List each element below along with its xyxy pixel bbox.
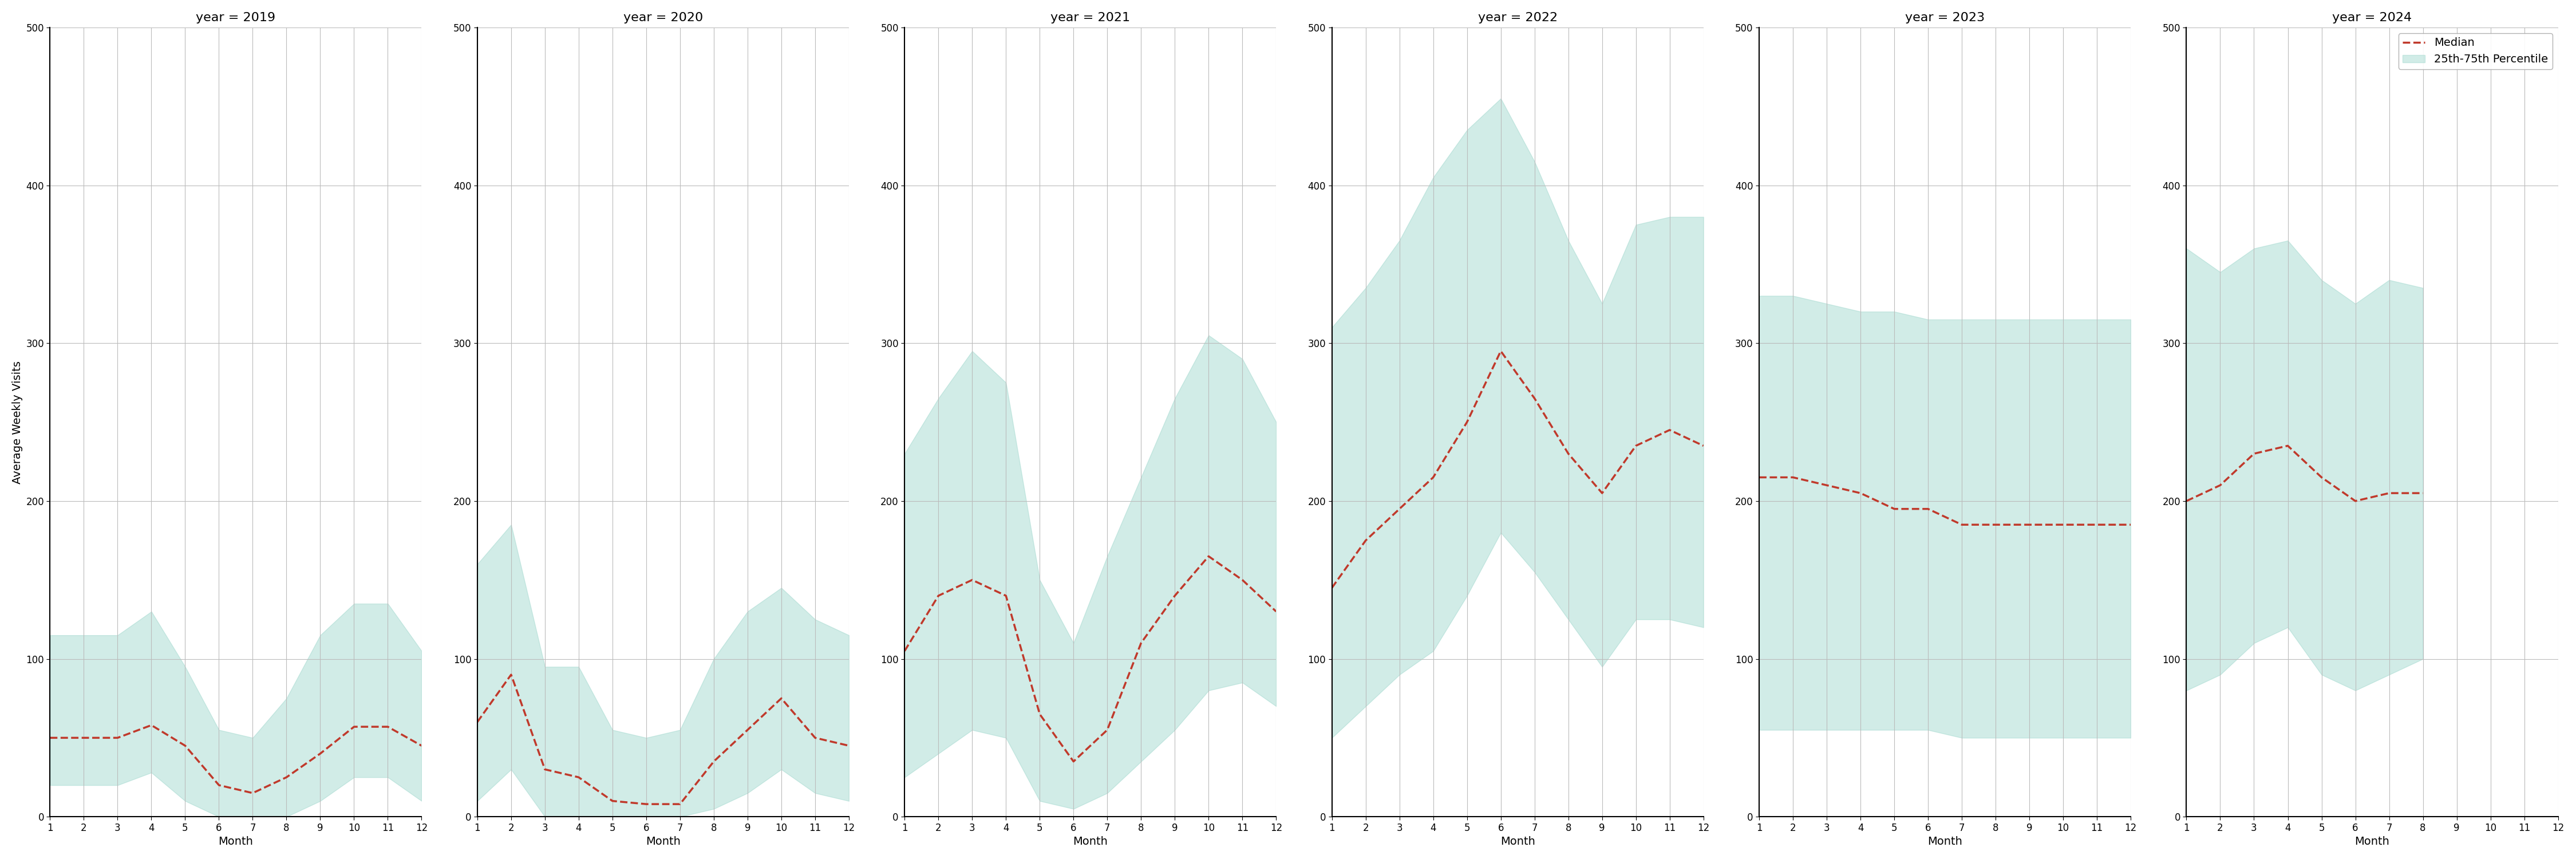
Median <box>1811 480 1842 490</box>
Y-axis label: Average Weekly Visits: Average Weekly Visits <box>13 361 23 484</box>
Median <box>631 799 662 809</box>
Median <box>2306 472 2336 483</box>
X-axis label: Month: Month <box>1499 836 1535 847</box>
Median <box>1587 488 1618 498</box>
Median <box>1981 520 2012 530</box>
Median <box>270 772 301 783</box>
X-axis label: Month: Month <box>647 836 680 847</box>
X-axis label: Month: Month <box>219 836 252 847</box>
Median <box>204 780 234 790</box>
Legend: Median, 25th-75th Percentile: Median, 25th-75th Percentile <box>2398 33 2553 70</box>
Median <box>2372 488 2403 498</box>
Median <box>1450 417 1481 427</box>
Median <box>2172 496 2202 506</box>
Line: Median: Median <box>2187 446 2424 501</box>
Median <box>1911 503 1942 514</box>
Median <box>1316 582 1347 593</box>
Median <box>337 722 368 732</box>
Median <box>1777 472 1808 483</box>
Median <box>1193 551 1224 562</box>
Line: Median: Median <box>49 725 422 793</box>
Median <box>2205 480 2236 490</box>
Median <box>1025 709 1056 719</box>
Title: year = 2020: year = 2020 <box>623 12 703 23</box>
Median <box>1687 441 1718 451</box>
Median <box>1159 591 1190 601</box>
Median <box>33 733 64 743</box>
Median <box>956 575 987 585</box>
Median <box>1383 503 1414 514</box>
Title: year = 2019: year = 2019 <box>196 12 276 23</box>
Median <box>461 717 492 728</box>
Median <box>2014 520 2045 530</box>
Median <box>835 740 866 751</box>
Line: Median: Median <box>1759 478 2130 525</box>
Title: year = 2021: year = 2021 <box>1051 12 1131 23</box>
Median <box>1520 393 1551 404</box>
Line: Median: Median <box>904 557 1275 761</box>
Median <box>70 733 100 743</box>
Median <box>1486 346 1517 356</box>
Median <box>665 799 696 809</box>
Median <box>564 772 595 783</box>
X-axis label: Month: Month <box>1074 836 1108 847</box>
Median <box>137 720 167 730</box>
Median <box>732 725 762 735</box>
Median <box>1654 425 1685 436</box>
Median <box>1878 503 1909 514</box>
Median <box>1947 520 1978 530</box>
Median <box>2048 520 2079 530</box>
Median <box>531 765 562 775</box>
Median <box>922 591 953 601</box>
Median <box>1092 725 1123 735</box>
X-axis label: Month: Month <box>2354 836 2391 847</box>
Median <box>1126 638 1157 649</box>
Median <box>2339 496 2370 506</box>
Median <box>799 733 829 743</box>
Median <box>2115 520 2146 530</box>
Median <box>374 722 404 732</box>
Median <box>304 748 335 758</box>
Median <box>1350 535 1381 545</box>
Median <box>1620 441 1651 451</box>
Median <box>1844 488 1875 498</box>
Title: year = 2024: year = 2024 <box>2331 12 2411 23</box>
Median <box>103 733 134 743</box>
Median <box>1417 472 1448 483</box>
Median <box>170 740 201 751</box>
Median <box>1226 575 1257 585</box>
Title: year = 2022: year = 2022 <box>1479 12 1558 23</box>
Median <box>237 788 268 798</box>
X-axis label: Month: Month <box>1927 836 1963 847</box>
Median <box>1059 756 1090 766</box>
Median <box>495 669 526 679</box>
Median <box>2272 441 2303 451</box>
Median <box>1744 472 1775 483</box>
Title: year = 2023: year = 2023 <box>1906 12 1984 23</box>
Median <box>2081 520 2112 530</box>
Median <box>407 740 438 751</box>
Median <box>698 756 729 766</box>
Median <box>2409 488 2439 498</box>
Median <box>1260 606 1291 617</box>
Median <box>1553 448 1584 459</box>
Line: Median: Median <box>477 674 850 804</box>
Median <box>598 795 629 806</box>
Median <box>765 693 796 704</box>
Median <box>889 646 920 656</box>
Median <box>2239 448 2269 459</box>
Median <box>992 591 1023 601</box>
Line: Median: Median <box>1332 351 1703 588</box>
